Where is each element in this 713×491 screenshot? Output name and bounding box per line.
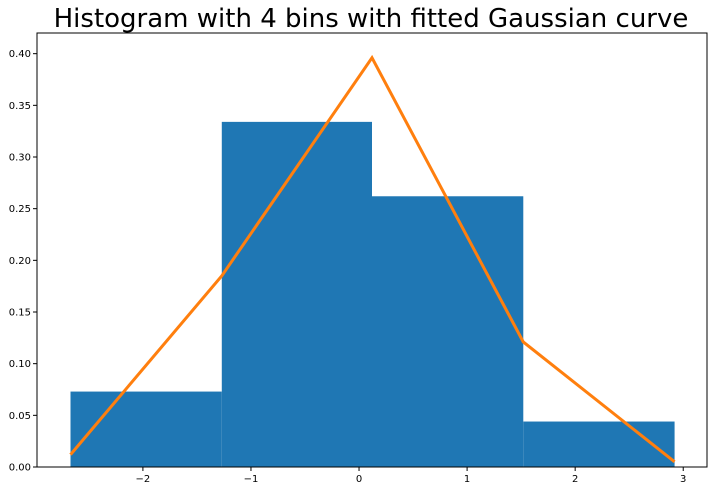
x-tick-label: 3 [680,474,686,485]
x-tick-label: 2 [572,474,578,485]
y-tick-label: 0.40 [9,49,31,60]
x-tick-label: 1 [464,474,470,485]
histogram-bar-1 [70,391,222,467]
bars-layer [70,121,675,467]
y-tick-label: 0.10 [9,359,31,370]
y-tick-label: 0.30 [9,153,31,164]
y-tick-label: 0.05 [9,411,31,422]
x-tick-label: 0 [356,474,362,485]
x-axis-ticks: −2 −1 0 1 2 3 [136,467,686,485]
x-tick-label: −2 [136,474,151,485]
y-tick-label: 0.00 [9,463,31,474]
y-axis-ticks: 0.00 0.05 0.10 0.15 0.20 0.25 0.30 0.35 0.40 [9,49,37,474]
chart-title: Histogram with 4 bins with fitted Gaussi… [54,4,689,34]
histogram-bar-2 [221,121,372,467]
axes-layer [36,32,708,468]
y-tick-label: 0.15 [9,308,31,319]
y-tick-label: 0.25 [9,204,31,215]
y-tick-label: 0.20 [9,256,31,267]
curve-layer [69,54,676,464]
y-tick-label: 0.35 [9,101,31,112]
histogram-bar-4 [523,421,675,467]
histogram-bar-3 [372,196,524,467]
x-tick-label: −1 [244,474,259,485]
plot-frame [36,32,708,468]
